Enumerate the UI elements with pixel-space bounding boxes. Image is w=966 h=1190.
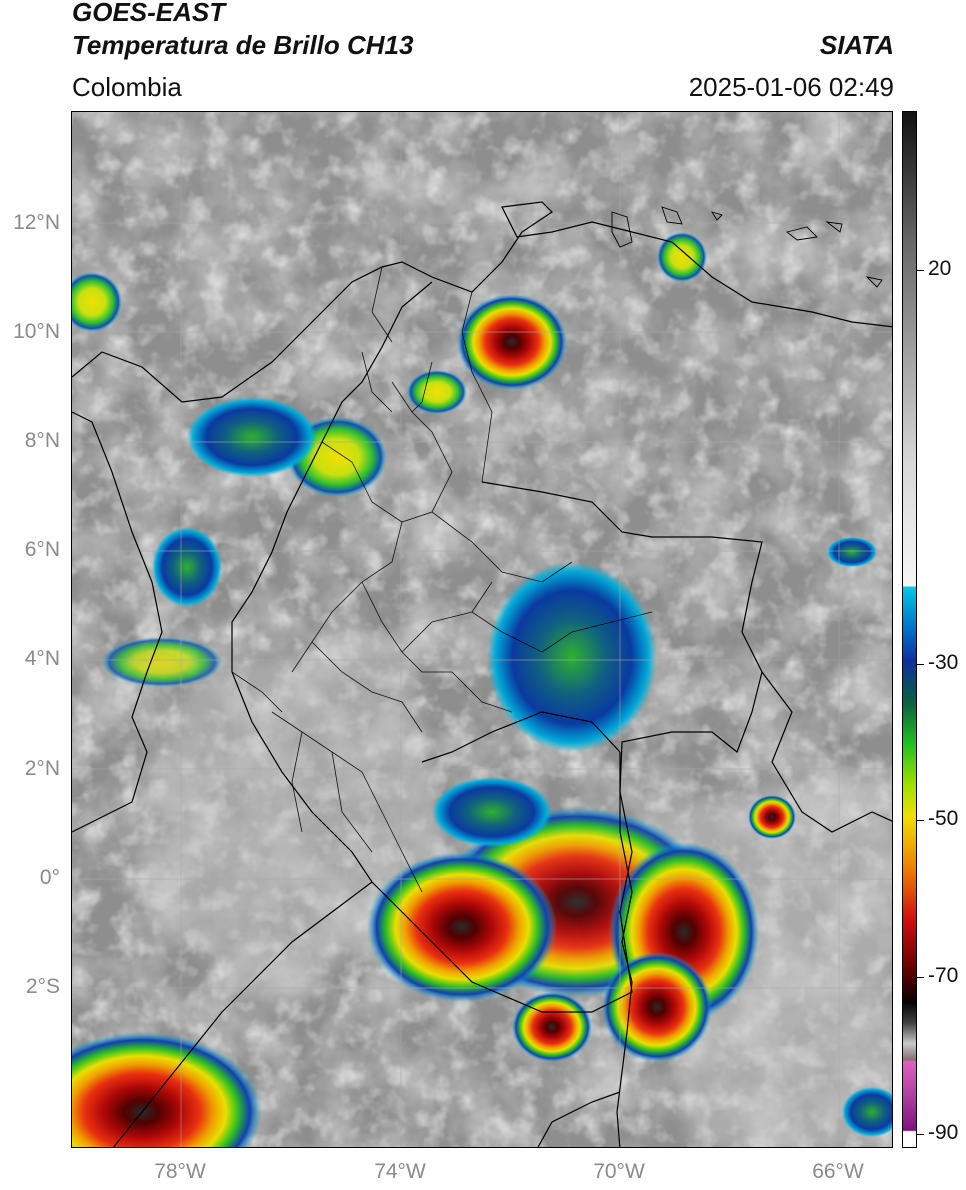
colorbar-tick bbox=[916, 977, 924, 978]
satellite-title: GOES-EAST bbox=[72, 0, 226, 27]
satellite-map bbox=[71, 111, 893, 1148]
lon-label: 74°W bbox=[374, 1160, 426, 1183]
lat-label: 2°N bbox=[24, 757, 60, 780]
datetime-label: 2025-01-06 02:49 bbox=[688, 72, 894, 102]
colorbar-label: -70 bbox=[928, 964, 959, 987]
colorbar-label: -30 bbox=[928, 651, 959, 674]
lat-label: 12°N bbox=[13, 211, 60, 234]
lon-label: 78°W bbox=[154, 1160, 206, 1183]
colorbar-tick bbox=[916, 270, 924, 271]
lat-label: 4°N bbox=[24, 647, 60, 670]
lat-label: 0° bbox=[39, 866, 60, 889]
convective-cells bbox=[72, 232, 892, 1147]
agency-label: SIATA bbox=[819, 30, 894, 60]
lon-label: 70°W bbox=[593, 1160, 645, 1183]
brightness-temperature-image bbox=[72, 112, 892, 1147]
colorbar-label: 20 bbox=[928, 257, 952, 280]
colorbar-label: -90 bbox=[928, 1121, 959, 1144]
lat-label: 6°N bbox=[24, 538, 60, 561]
temperature-colorbar bbox=[902, 111, 917, 1148]
colorbar-tick bbox=[916, 1134, 924, 1135]
product-title: Temperatura de Brillo CH13 bbox=[72, 30, 414, 60]
graticule bbox=[72, 112, 892, 1147]
country-borders bbox=[72, 201, 892, 1147]
colorbar-label: -50 bbox=[928, 807, 959, 830]
lat-label: 8°N bbox=[24, 429, 60, 452]
lat-label: 10°N bbox=[13, 320, 60, 343]
caribbean-islands bbox=[611, 206, 883, 288]
colorbar-tick bbox=[916, 664, 924, 665]
region-label: Colombia bbox=[72, 72, 182, 102]
colorbar-tick bbox=[916, 820, 924, 821]
lat-label: 2°S bbox=[25, 975, 60, 998]
department-borders bbox=[231, 266, 653, 893]
lon-label: 66°W bbox=[812, 1160, 864, 1183]
